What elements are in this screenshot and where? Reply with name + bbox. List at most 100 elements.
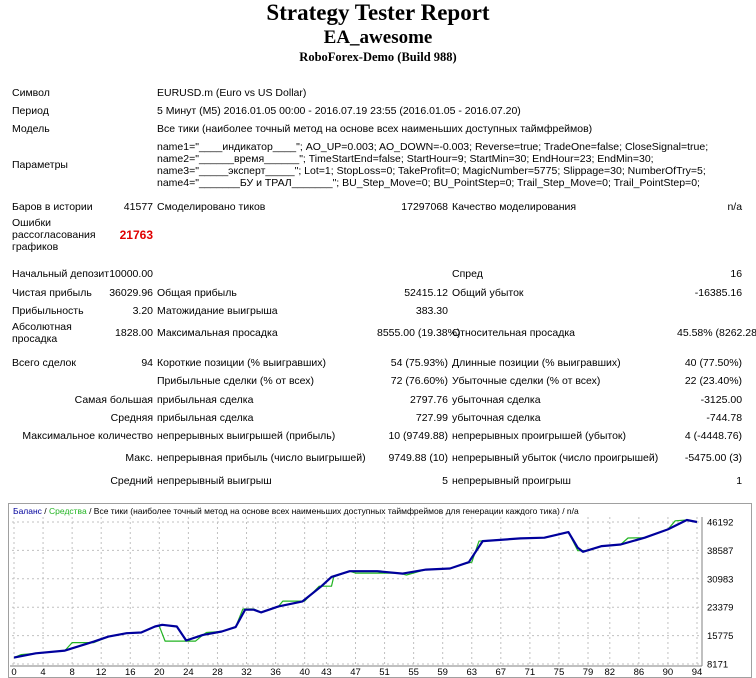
value: -744.78: [706, 412, 743, 424]
x-tick-label: 36: [270, 667, 281, 678]
value: 5 Минут (M5) 2016.01.05 00:00 - 2016.07.…: [157, 105, 521, 117]
param-line: name2="______время______"; TimeStartEnd=…: [157, 153, 654, 165]
x-tick-label: 40: [299, 667, 310, 678]
y-tick-label: 15775: [707, 631, 733, 642]
label: Макс.: [125, 452, 153, 464]
label: Чистая прибыль: [12, 287, 92, 299]
label: Максимальная просадка: [157, 327, 278, 339]
param-line: name1="____индикатор____"; AO_UP=0.003; …: [157, 141, 709, 153]
row-bars: Баров в истории 41577 Смоделировано тиков 1…: [10, 198, 744, 216]
label: прибыльная сделка: [157, 412, 254, 424]
label: Период: [12, 105, 49, 117]
param-line: name3="_____эксперт_____"; Lot=1; StopLo…: [157, 165, 706, 177]
label: Общая прибыль: [157, 287, 237, 299]
label: Всего сделок: [12, 357, 76, 369]
row-net: Чистая прибыль 36029.96 Общая прибыль 52415…: [10, 284, 744, 302]
x-tick-label: 16: [125, 667, 136, 678]
x-tick-label: 24: [183, 667, 194, 678]
label: Начальный депозит: [12, 268, 110, 280]
param-line: name4="_______БУ и ТРАЛ_______"; BU_Step…: [157, 177, 700, 189]
label: непрерывный убыток (число проигрышей): [452, 452, 659, 464]
x-tick-label: 79: [583, 667, 594, 678]
value: 4 (-4448.76): [684, 430, 743, 442]
value: 36029.96: [109, 287, 153, 299]
row-drawdown: Абсолютная просадка 1828.00 Максимальная п…: [10, 320, 756, 346]
value: 8555.00 (19.38%): [377, 327, 461, 339]
label: непрерывный проигрыш: [452, 475, 571, 487]
row-pf: Прибыльность 3.20 Матожидание выигрыша 383.…: [10, 302, 744, 320]
row-symbol: Символ EURUSD.m (Euro vs US Dollar): [10, 84, 744, 102]
x-tick-label: 8: [69, 667, 74, 678]
value: 16: [730, 268, 743, 280]
row-trades: Прибыльные сделки (% от всех) 72 (76.60%)…: [10, 372, 744, 390]
value: name1="____индикатор____"; AO_UP=0.003; …: [155, 138, 744, 192]
balance-chart: 46192 38587 30983 23379 15775 8171 0 4 8 12 16 20 24…: [8, 503, 752, 678]
value: 9749.88 (10): [388, 452, 448, 464]
label: непрерывный выигрыш: [157, 475, 272, 487]
label: непрерывных выигрышей (прибыль): [157, 430, 336, 442]
value: 5: [442, 475, 448, 487]
x-tick-label: 28: [212, 667, 223, 678]
value: 1: [736, 475, 743, 487]
y-tick-label: 46192: [707, 518, 733, 529]
value: 10 (9749.88): [388, 430, 448, 442]
label: непрерывных проигрышей (убыток): [452, 430, 627, 442]
label: Спред: [452, 268, 483, 280]
label: Короткие позиции (% выигравших): [157, 357, 327, 369]
row-largest: Самая большая прибыльная сделка 2797.76 убы…: [10, 390, 744, 409]
label: Максимальное количество: [22, 430, 153, 442]
legend-balance: Баланс: [13, 506, 43, 516]
value: 2797.76: [410, 393, 448, 406]
value: 52415.12: [404, 287, 448, 299]
row-errors: Ошибки рассогласования графиков 21763: [10, 216, 744, 254]
label: убыточная сделка: [452, 412, 541, 424]
value: EURUSD.m (Euro vs US Dollar): [157, 87, 307, 99]
row-average: Средняя прибыльная сделка 727.99 убыточная …: [10, 409, 744, 427]
x-tick-label: 94: [692, 667, 703, 678]
value: 10000.00: [109, 268, 153, 280]
label: Качество моделирования: [452, 201, 577, 213]
x-tick-label: 20: [154, 667, 165, 678]
value: n/a: [727, 201, 743, 213]
y-tick-label: 30983: [707, 574, 733, 585]
x-tick-label: 71: [525, 667, 536, 678]
row-max: Макс. непрерывная прибыль (число выигрыше…: [10, 445, 744, 471]
label: Прибыльность: [12, 305, 84, 317]
server-build: RoboForex-Demo (Build 988): [299, 50, 457, 64]
label: Прибыльные сделки (% от всех): [157, 375, 315, 387]
x-tick-label: 63: [466, 667, 477, 678]
value: 383.30: [415, 305, 448, 317]
row-mean: Средний непрерывный выигрыш 5 непрерывный п…: [10, 471, 744, 491]
label: Убыточные сделки (% от всех): [452, 375, 601, 387]
x-tick-label: 43: [321, 667, 332, 678]
label: Общий убыток: [452, 287, 524, 299]
x-tick-label: 75: [554, 667, 565, 678]
x-tick-label: 90: [663, 667, 674, 678]
x-tick-label: 32: [241, 667, 252, 678]
value: -16385.16: [694, 287, 743, 299]
value: 94: [141, 357, 153, 369]
value: 54 (75.93%): [390, 357, 448, 369]
value: 1828.00: [115, 327, 153, 339]
label: Самая большая: [74, 393, 153, 406]
report-table: Символ EURUSD.m (Euro vs US Dollar) Перио…: [10, 84, 756, 491]
label: Ошибки рассогласования графиков: [12, 217, 96, 253]
legend-equity: Средства: [49, 506, 87, 516]
y-tick-label: 38587: [707, 546, 733, 557]
row-deposit: Начальный депозит 10000.00 Спред 16: [10, 264, 744, 284]
row-params: Параметры name1="____индикатор____"; AO_…: [10, 138, 744, 192]
label: убыточная сделка: [452, 393, 541, 406]
label: Длинные позиции (% выигравших): [452, 357, 621, 369]
value: -3125.00: [700, 393, 743, 406]
value: -5475.00 (3): [684, 452, 743, 464]
row-model: Модель Все тики (наиболее точный метод на…: [10, 120, 744, 138]
label: Символ: [12, 87, 50, 99]
x-tick-label: 51: [379, 667, 390, 678]
value: 40 (77.50%): [684, 357, 743, 369]
y-tick-label: 8171: [707, 660, 728, 671]
x-tick-label: 55: [408, 667, 419, 678]
row-period: Период 5 Минут (M5) 2016.01.05 00:00 - 20…: [10, 102, 744, 120]
balance-line: [13, 518, 698, 659]
value: 727.99: [415, 412, 448, 424]
row-maxcount: Максимальное количество непрерывных выигр…: [10, 427, 744, 445]
